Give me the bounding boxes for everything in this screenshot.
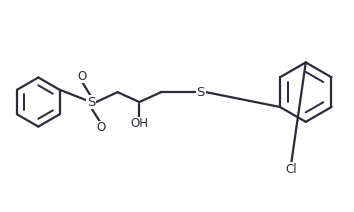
Text: O: O: [96, 121, 105, 134]
Text: S: S: [196, 86, 205, 99]
Text: O: O: [77, 70, 86, 83]
Text: OH: OH: [130, 117, 148, 130]
Text: S: S: [87, 96, 95, 109]
Text: Cl: Cl: [285, 163, 297, 176]
